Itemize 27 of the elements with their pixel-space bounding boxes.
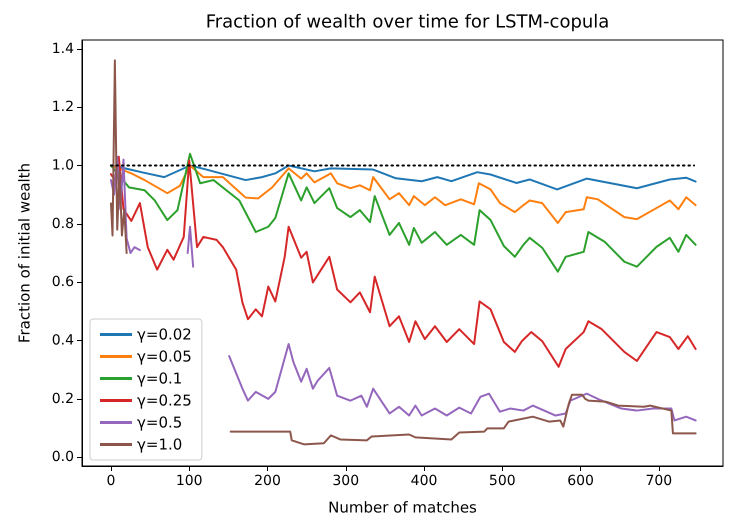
x-tick-label: 700 bbox=[645, 473, 672, 489]
y-tick-label: 1.0 bbox=[52, 157, 74, 174]
y-tick-label: 1.2 bbox=[52, 99, 74, 116]
line-series bbox=[110, 156, 697, 368]
x-tick-label: 0 bbox=[106, 473, 116, 489]
x-tick-label: 300 bbox=[332, 473, 360, 489]
y-axis-title: Fraction of initial wealth bbox=[16, 162, 34, 344]
legend-label: γ=0.05 bbox=[137, 348, 192, 366]
x-tick-label: 600 bbox=[567, 473, 594, 489]
line-series bbox=[110, 152, 697, 273]
x-tick-label: 500 bbox=[488, 473, 516, 489]
y-tick-label: 0.4 bbox=[52, 332, 74, 349]
x-tick-label: 400 bbox=[410, 473, 438, 489]
legend-label: γ=0.02 bbox=[137, 326, 192, 344]
x-tick-label: 200 bbox=[254, 473, 281, 489]
y-tick-label: 0.0 bbox=[52, 449, 74, 466]
y-tick-label: 0.8 bbox=[52, 216, 74, 232]
y-tick-label: 0.6 bbox=[52, 274, 74, 290]
x-axis-title: Number of matches bbox=[328, 498, 478, 516]
legend-label: γ=0.5 bbox=[137, 414, 182, 432]
legend-label: γ=1.0 bbox=[137, 436, 182, 454]
y-tick-label: 1.4 bbox=[52, 40, 74, 57]
legend-label: γ=0.25 bbox=[137, 392, 192, 410]
chart-title: Fraction of wealth over time for LSTM-copula bbox=[206, 12, 610, 32]
legend-label: γ=0.1 bbox=[137, 370, 182, 388]
y-tick-label: 0.2 bbox=[52, 390, 74, 407]
x-tick-label: 100 bbox=[176, 473, 203, 489]
